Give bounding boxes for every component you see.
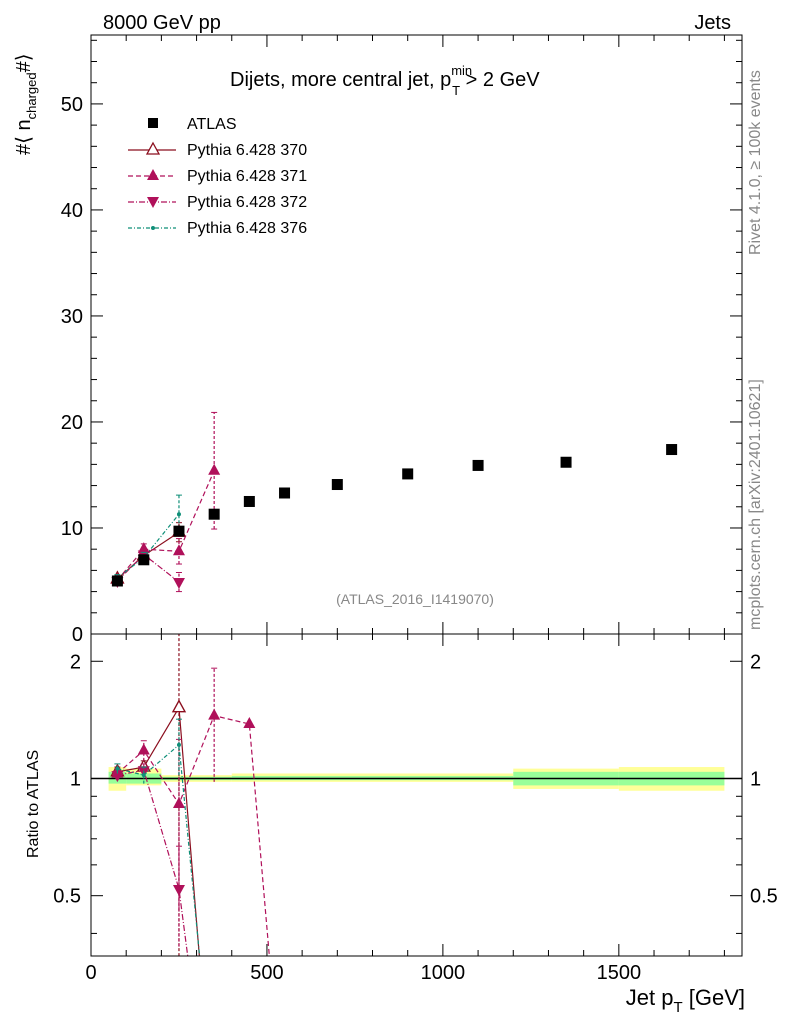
legend-label-atlas: ATLAS [187,116,237,133]
ratio-ytick-label: 1 [70,768,81,790]
ylabel-main: #⟨ n [13,119,35,155]
xlabel-main: Jet p [626,985,674,1010]
top-point-1 [208,463,221,475]
ratio-point-2 [111,771,124,783]
ratio-xtick-label: 0 [85,962,96,984]
top-point-atlas [208,508,220,520]
legend-label-376: Pythia 6.428 376 [187,220,307,237]
legend-marker-372 [147,197,159,208]
title-tail: > 2 GeV [460,69,540,91]
top-series-line-1 [116,470,215,581]
header-right: Jets [694,12,731,34]
top-point-3 [176,512,181,517]
xlabel-sub: T [673,999,682,1016]
top-point-atlas [666,444,678,456]
ratio-series-line-2 [117,769,189,956]
legend-label-370: Pythia 6.428 370 [187,142,307,159]
top-series-line-3 [117,513,180,579]
header-left: 8000 GeV pp [103,12,221,34]
top-point-atlas [279,487,291,499]
rivet-version-label: Rivet 4.1.0, ≥ 100k events [747,70,764,255]
legend-label-372: Pythia 6.428 372 [187,194,307,211]
mcplots-url-label: mcplots.cern.ch [arXiv:2401.10621] [747,379,764,630]
top-point-atlas [243,495,255,507]
top-point-1 [172,544,185,556]
top-plot-data [110,411,678,593]
legend-entry-370: Pythia 6.428 370 [128,141,307,159]
top-point-atlas [111,575,123,587]
top-point-atlas [173,525,185,537]
top-point-atlas [138,554,150,566]
ratio-point-1 [137,743,150,755]
top-ytick-label: 10 [61,518,83,540]
ratio-point-3 [176,742,181,747]
xlabel: Jet pT [GeV] [626,985,745,1016]
top-point-atlas [402,468,414,480]
ratio-ytick-label-right: 1 [750,768,761,790]
ratio-point-1 [172,796,185,808]
ratio-xtick-label: 1500 [597,962,642,984]
title-main: Dijets, more central jet, p [230,69,451,91]
ratio-point-1 [208,708,221,720]
top-ylabel: #⟨ ncharged#⟩ [13,53,39,155]
legend-marker-376 [151,226,155,230]
ratio-plot-frame [90,633,743,957]
ratio-series-line-0 [117,705,200,956]
ratio-ytick-label-right: 2 [750,651,761,673]
ratio-plot-data [91,634,742,956]
top-point-2 [172,578,185,590]
ratio-ylabel: Ratio to ATLAS [25,750,42,858]
ratio-point-3 [115,766,120,771]
ylabel-sub: charged [24,72,39,119]
ratio-plot: 0.5 0.5 1 1 2 2 0 500 1000 1500 [53,633,778,984]
top-point-atlas [560,456,572,468]
analysis-watermark: (ATLAS_2016_I1419070) [336,591,494,607]
legend-marker-371 [147,169,159,180]
ylabel-tail: #⟩ [13,53,35,72]
legend-entry-371: Pythia 6.428 371 [128,168,307,185]
legend-entry-atlas: ATLAS [148,116,237,133]
legend-entry-376: Pythia 6.428 376 [128,220,307,237]
ratio-ytick-label: 0.5 [53,886,81,908]
legend: ATLAS Pythia 6.428 370 Pythia 6.428 371 … [128,116,307,237]
top-ytick-label: 30 [61,306,83,328]
top-ytick-label: 0 [72,624,83,646]
legend-entry-372: Pythia 6.428 372 [128,194,307,211]
ratio-point-2 [172,885,185,897]
legend-label-371: Pythia 6.428 371 [187,168,307,185]
legend-marker-370 [145,141,161,155]
ratio-series-line-3 [117,743,201,956]
ratio-point-3 [141,773,146,778]
title-sup: min [451,63,472,78]
title-sub: T [452,83,460,98]
ratio-point-0 [171,699,187,713]
ratio-ytick-label: 2 [70,651,81,673]
ratio-series-line-1 [116,714,270,956]
legend-marker-atlas [148,118,158,128]
top-point-atlas [472,459,484,471]
top-ytick-label: 20 [61,412,83,434]
top-point-atlas [331,479,343,491]
ratio-point-1 [243,717,256,729]
main-plot: 0 10 20 30 40 50 [61,34,743,646]
ratio-xtick-label: 1000 [421,962,466,984]
top-ytick-label: 40 [61,200,83,222]
plot-title: Dijets, more central jet, pmin T > 2 GeV [230,63,540,98]
xlabel-tail: [GeV] [683,985,745,1010]
top-ytick-label: 50 [61,94,83,116]
ratio-xtick-label: 500 [250,962,283,984]
ratio-ytick-label-right: 0.5 [750,886,778,908]
